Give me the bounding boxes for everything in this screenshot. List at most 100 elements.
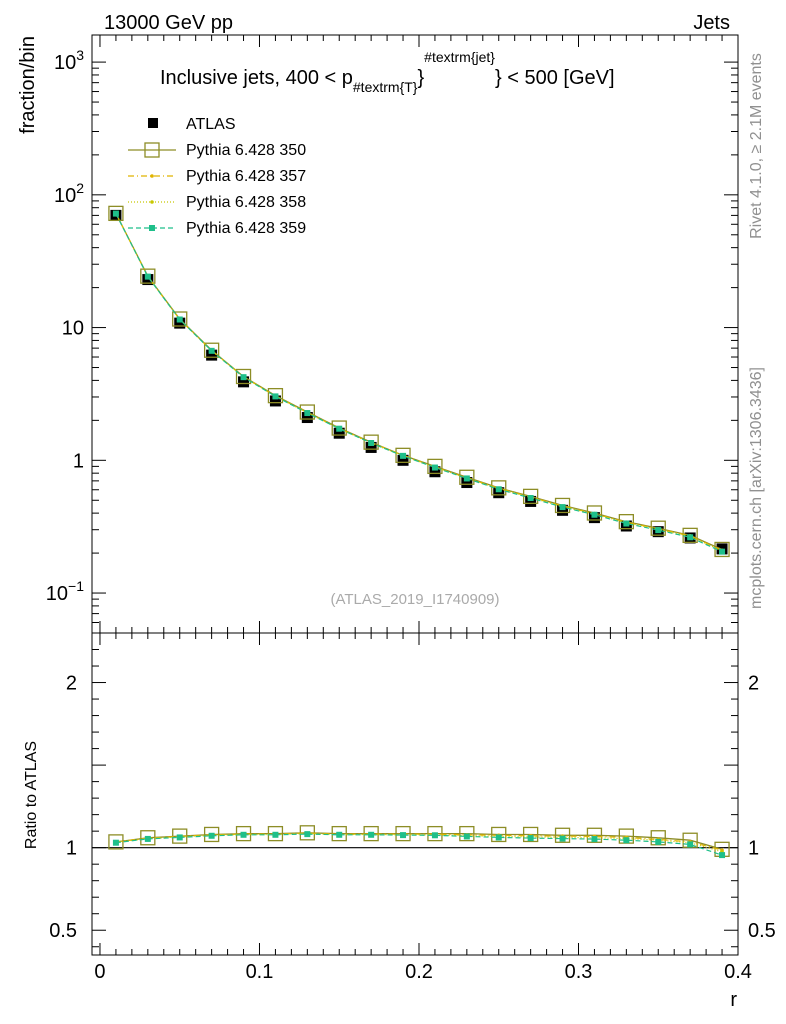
data-point-p359 <box>272 393 279 400</box>
data-point-p350 <box>363 434 379 450</box>
y-tick-label-main: 10 <box>62 318 84 340</box>
series-line-p359 <box>115 213 723 553</box>
data-point-p350 <box>140 268 156 284</box>
data-point-p359 <box>176 316 183 323</box>
x-tick-label: 0.4 <box>724 961 752 983</box>
ratio-point-p359 <box>304 831 311 838</box>
atlas-data-point <box>206 349 218 361</box>
legend-label-atlas: ATLAS <box>186 116 236 133</box>
ratio-point-p359 <box>687 841 694 848</box>
ratio-series-layer <box>108 825 730 859</box>
ratio-point-p359 <box>176 834 183 841</box>
ratio-line-p357 <box>115 832 723 851</box>
atlas-data-point <box>525 495 537 507</box>
data-point-p359 <box>719 548 726 555</box>
data-point-p350 <box>395 447 411 463</box>
ratio-point-p350 <box>554 827 571 843</box>
data-point-p350 <box>650 520 666 536</box>
data-point-p350 <box>427 458 443 475</box>
ratio-point-p350 <box>172 828 188 844</box>
data-point-p350 <box>299 404 315 420</box>
chart-title: Inclusive jets, 400 < p#textrm{T}}#textr… <box>160 49 615 95</box>
x-tick-label: 0.2 <box>405 961 433 983</box>
atlas-data-point <box>461 477 473 489</box>
series-line-p358 <box>115 213 723 552</box>
main-series-layer <box>108 205 730 558</box>
legend-label-p359: Pythia 6.428 359 <box>186 220 306 237</box>
legend: ATLAS Pythia 6.428 350 Pythia 6.428 357 … <box>128 116 306 237</box>
atlas-data-point <box>174 317 186 329</box>
y-tick-label-main: 102 <box>54 180 84 207</box>
rivet-label: Rivet 4.1.0, ≥ 2.1M events <box>748 53 765 239</box>
data-point-p350 <box>491 480 507 496</box>
ratio-point-p359 <box>719 852 726 859</box>
legend-marker-atlas <box>148 118 158 128</box>
ratio-point-p350 <box>459 825 475 842</box>
ratio-point-p359 <box>336 831 343 838</box>
ratio-point-p359 <box>144 835 151 842</box>
data-point-p359 <box>559 504 566 511</box>
ratio-point-p359 <box>623 837 630 844</box>
legend-label-p350: Pythia 6.428 350 <box>186 142 306 159</box>
data-point-p359 <box>208 347 215 354</box>
data-point-p350 <box>618 514 634 530</box>
ratio-point-p359 <box>559 835 566 842</box>
x-tick-label: 0.1 <box>246 961 274 983</box>
data-point-p350 <box>203 342 220 358</box>
ratio-point-p359 <box>112 839 119 846</box>
data-point-p359 <box>687 534 694 541</box>
ratio-point-p350 <box>108 834 124 850</box>
data-point-p359 <box>463 475 470 482</box>
y-axis-label-main: fraction/bin <box>17 36 39 134</box>
y-tick-label-main: 103 <box>54 47 84 74</box>
legend-marker-p358 <box>150 200 154 204</box>
legend-label-p358: Pythia 6.428 358 <box>186 194 306 211</box>
data-point-p359 <box>240 374 247 381</box>
ratio-point-p359 <box>240 831 247 838</box>
ratio-point-p350 <box>586 827 603 843</box>
ratio-plot-frame <box>91 632 739 956</box>
y-tick-label-ratio-left: 1 <box>66 838 77 860</box>
atlas-data-point <box>238 376 250 388</box>
ratio-point-p359 <box>400 832 407 839</box>
data-point-p350 <box>235 368 252 385</box>
data-point-p350 <box>586 505 603 521</box>
ratio-point-p359 <box>208 832 215 839</box>
analysis-watermark: (ATLAS_2019_I1740909) <box>330 591 499 608</box>
ratio-line-p359 <box>115 833 723 856</box>
data-point-p359 <box>431 464 438 471</box>
y-tick-label-ratio-left: 0.5 <box>49 920 77 942</box>
data-point-p359 <box>495 486 502 493</box>
data-point-p359 <box>304 410 311 417</box>
x-tick-label: 0.3 <box>565 961 593 983</box>
data-point-p359 <box>623 520 630 527</box>
ratio-point-p359 <box>591 836 598 843</box>
legend-marker-p359 <box>149 225 155 231</box>
header-right: Jets <box>693 12 730 34</box>
data-point-p350 <box>108 205 124 222</box>
data-point-p350 <box>714 541 730 558</box>
x-tick-label: 0 <box>94 961 105 983</box>
ratio-point-p359 <box>655 838 662 845</box>
ratio-point-p350 <box>203 826 220 843</box>
data-point-p350 <box>459 469 475 485</box>
data-point-p359 <box>112 210 119 217</box>
y-tick-label-main: 10−1 <box>46 578 84 605</box>
ratio-point-p350 <box>522 826 539 843</box>
series-line-p350 <box>115 213 723 551</box>
ratio-point-p359 <box>272 831 279 838</box>
y-tick-label-ratio-right: 1 <box>748 838 759 860</box>
ratio-line-p358 <box>115 832 723 853</box>
data-point-p359 <box>655 527 662 534</box>
atlas-data-point <box>333 427 345 439</box>
series-line-p357 <box>115 213 723 551</box>
y-tick-label-main: 1 <box>73 450 84 472</box>
ticks-layer: 0 0.1 0.2 0.3 0.4 10−1 1 10 102 103 0.5 0.5 1 1 2 2 <box>46 35 776 983</box>
ratio-point-p359 <box>368 831 375 838</box>
y-tick-label-ratio-right: 0.5 <box>748 920 776 942</box>
y-tick-label-ratio-right: 2 <box>748 673 759 695</box>
data-point-p359 <box>400 452 407 459</box>
ratio-point-p350 <box>491 826 507 843</box>
header-left: 13000 GeV pp <box>104 12 233 34</box>
